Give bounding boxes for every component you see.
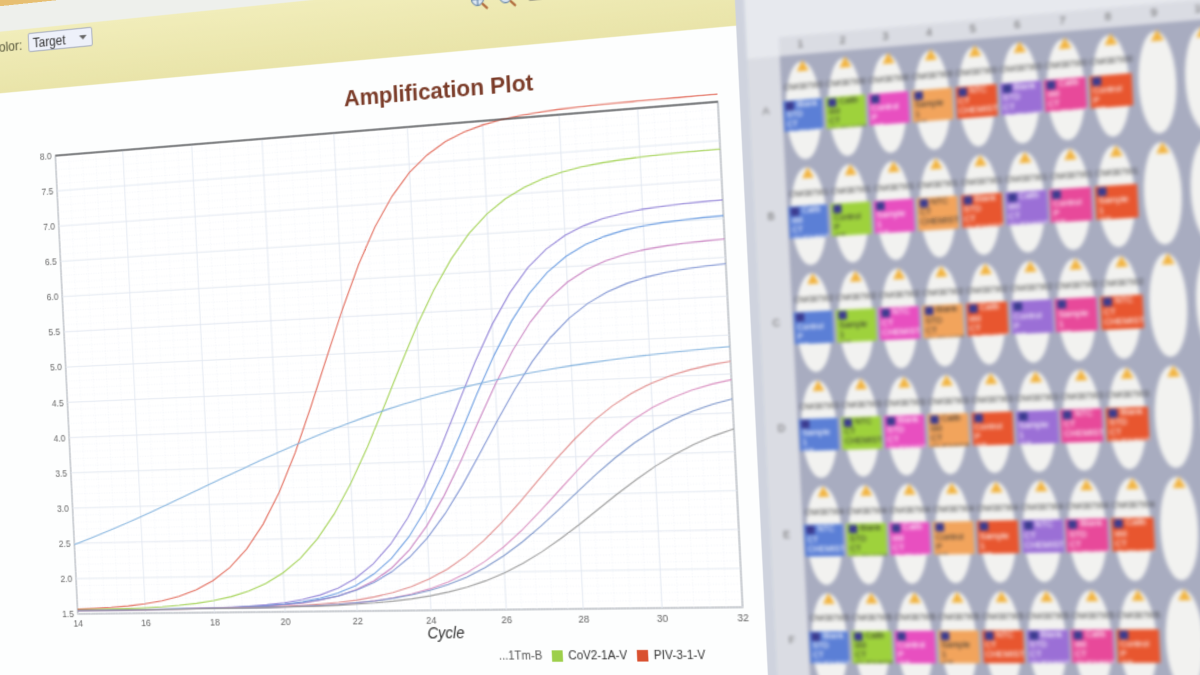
svg-text:24: 24 — [426, 614, 437, 626]
svg-text:5.0: 5.0 — [50, 361, 62, 372]
svg-text:3.0: 3.0 — [57, 502, 69, 513]
svg-text:2.5: 2.5 — [58, 537, 70, 548]
svg-text:7.0: 7.0 — [43, 220, 55, 232]
svg-text:6.0: 6.0 — [46, 291, 58, 303]
svg-text:18: 18 — [210, 616, 221, 627]
svg-text:22: 22 — [352, 615, 363, 626]
svg-text:4.5: 4.5 — [52, 397, 64, 408]
svg-text:2.0: 2.0 — [60, 573, 72, 584]
svg-text:8.0: 8.0 — [40, 150, 52, 162]
svg-text:4.0: 4.0 — [53, 432, 65, 443]
svg-text:3.5: 3.5 — [55, 467, 67, 478]
svg-text:14: 14 — [73, 617, 83, 628]
svg-text:5.5: 5.5 — [48, 326, 60, 337]
svg-text:16: 16 — [141, 617, 151, 628]
svg-text:32: 32 — [737, 611, 749, 623]
svg-text:30: 30 — [657, 612, 669, 624]
svg-text:26: 26 — [501, 613, 512, 625]
svg-text:7.5: 7.5 — [41, 185, 53, 197]
svg-text:6.5: 6.5 — [45, 256, 57, 268]
svg-text:28: 28 — [578, 613, 590, 625]
svg-text:20: 20 — [280, 615, 291, 626]
